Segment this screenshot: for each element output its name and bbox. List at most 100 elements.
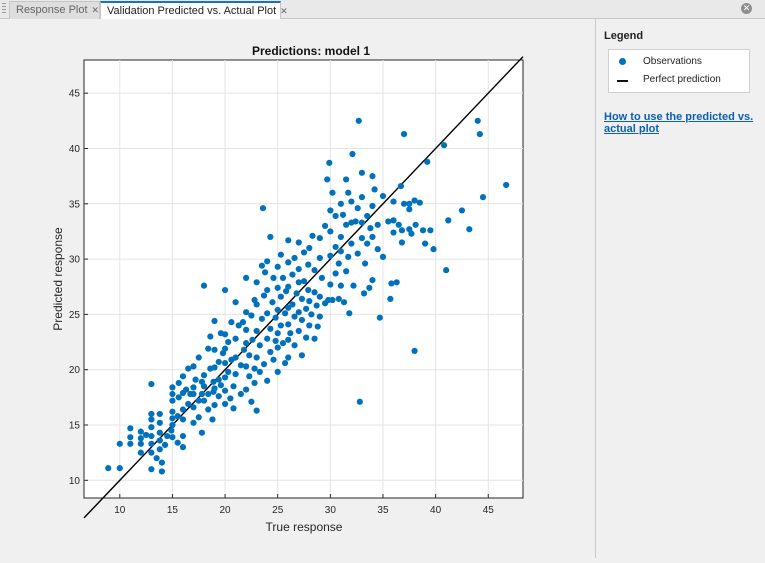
tab-validation-predicted-vs-actual[interactable]: Validation Predicted vs. Actual Plot ✕	[100, 1, 288, 19]
observation-point	[190, 419, 197, 426]
observation-point	[198, 429, 206, 436]
observation-point	[430, 246, 437, 253]
observation-point	[137, 440, 144, 447]
y-tick-label: 30	[69, 255, 81, 266]
observation-point	[221, 286, 229, 294]
observation-point	[326, 159, 333, 166]
observation-point	[274, 284, 281, 291]
observation-point	[406, 206, 413, 213]
observation-point	[161, 441, 169, 449]
observation-point	[324, 176, 331, 183]
observation-point	[205, 345, 212, 352]
observation-point	[232, 335, 239, 342]
observation-point	[217, 382, 224, 389]
observation-point	[207, 333, 214, 340]
observation-point	[227, 395, 234, 402]
observation-point	[366, 284, 373, 291]
observation-point	[295, 265, 302, 273]
observation-point	[277, 322, 284, 329]
observation-point	[306, 244, 313, 252]
observation-point	[277, 251, 284, 258]
observation-point	[316, 293, 323, 300]
close-circle-icon[interactable]: ✕	[741, 3, 752, 14]
observation-point	[246, 373, 253, 380]
observation-point	[235, 322, 242, 329]
observation-point	[253, 279, 260, 286]
observation-point	[400, 200, 408, 207]
observation-point	[211, 317, 218, 325]
observation-point	[332, 270, 339, 277]
observation-point	[327, 252, 334, 259]
observation-point	[175, 394, 182, 401]
observation-point	[355, 117, 362, 124]
close-icon[interactable]: ✕	[280, 6, 288, 16]
observation-point	[285, 237, 292, 244]
observation-point	[174, 413, 181, 420]
observation-point	[251, 365, 258, 372]
observation-point	[215, 393, 222, 400]
observation-point	[260, 292, 268, 299]
observation-point	[232, 354, 239, 361]
observation-point	[258, 315, 266, 322]
observation-point	[295, 327, 302, 335]
observation-point	[251, 379, 258, 387]
observation-point	[253, 327, 260, 335]
help-link[interactable]: How to use the predicted vs. actual plot	[604, 111, 754, 135]
observation-point	[371, 186, 378, 193]
observation-point	[105, 465, 112, 472]
x-tick-label: 20	[220, 505, 232, 516]
observation-point	[393, 279, 400, 286]
observation-point	[398, 227, 406, 234]
drag-grip-icon[interactable]	[2, 3, 6, 15]
observations-marker-icon	[619, 58, 626, 65]
observation-point	[274, 330, 281, 337]
observation-point	[169, 397, 176, 404]
observation-point	[411, 347, 418, 354]
observation-point	[225, 338, 232, 346]
observation-point	[291, 254, 298, 262]
x-tick-label: 40	[430, 505, 442, 516]
observation-point	[289, 301, 296, 308]
observation-point	[293, 290, 300, 297]
observation-point	[411, 197, 418, 204]
predicted-vs-actual-chart[interactable]: 10 15 20 25 30 35 40 45 10 15 20 25 30 35 40 45 Predict…	[0, 19, 595, 558]
tab-response-plot[interactable]: Response Plot ✕	[9, 1, 100, 19]
observation-point	[243, 363, 250, 370]
legend-item-perfect-prediction[interactable]: Perfect prediction	[609, 71, 749, 89]
observation-point	[360, 290, 368, 297]
observation-point	[345, 253, 352, 260]
observation-point	[503, 181, 510, 189]
observation-point	[305, 286, 312, 294]
observation-point	[352, 218, 359, 225]
observation-point	[148, 440, 155, 447]
observation-point	[221, 374, 229, 381]
observation-point	[195, 354, 202, 361]
observation-point	[291, 313, 298, 320]
observation-point	[137, 435, 144, 442]
observation-point	[314, 323, 321, 330]
observation-point	[335, 295, 342, 303]
observation-point	[343, 176, 350, 183]
panel-divider[interactable]	[595, 19, 596, 558]
close-icon[interactable]: ✕	[91, 5, 100, 15]
observation-point	[364, 212, 371, 220]
observation-point	[358, 234, 366, 242]
observation-point	[376, 314, 383, 321]
observation-point	[143, 431, 150, 439]
observation-point	[179, 406, 187, 413]
legend-item-observations[interactable]: Observations	[609, 53, 749, 71]
observation-point	[285, 336, 292, 343]
observation-point	[285, 283, 292, 290]
observation-point	[243, 326, 250, 333]
observation-point	[116, 440, 123, 447]
observation-point	[313, 302, 320, 309]
observation-point	[164, 432, 171, 440]
observation-point	[221, 359, 229, 367]
observation-point	[332, 243, 339, 251]
x-tick-label: 35	[377, 505, 389, 516]
observation-point	[148, 466, 155, 473]
legend-panel: Legend Observations Perfect prediction H…	[596, 19, 765, 558]
observation-point	[272, 337, 279, 345]
observation-point	[221, 387, 229, 394]
observation-point	[327, 228, 334, 235]
